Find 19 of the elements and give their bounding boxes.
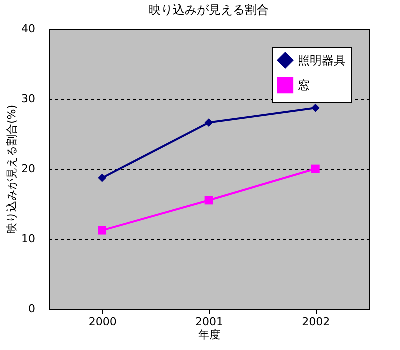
legend-label: 窓: [298, 78, 310, 92]
y-tick-label: 30: [22, 92, 36, 106]
x-axis-title: 年度: [198, 328, 220, 342]
point: [98, 174, 107, 182]
x-tick-label: 2001: [196, 316, 224, 328]
point: [98, 226, 107, 235]
point: [311, 164, 320, 174]
y-tick-label: 20: [22, 162, 36, 176]
point: [311, 104, 320, 112]
x-tick-label: 2000: [88, 316, 117, 328]
x-tick-label: 2002: [302, 316, 330, 328]
y-tick-label: 0: [28, 302, 36, 316]
legend-label: 照明器具: [298, 54, 346, 68]
y-tick-label: 10: [22, 232, 36, 246]
chart-title: 映り込みが見える割合: [149, 3, 269, 17]
point: [204, 118, 214, 127]
y-tick-label: 40: [22, 22, 36, 36]
y-axis-title: 映り込みが見える割合(%): [6, 104, 19, 234]
point: [204, 196, 214, 205]
